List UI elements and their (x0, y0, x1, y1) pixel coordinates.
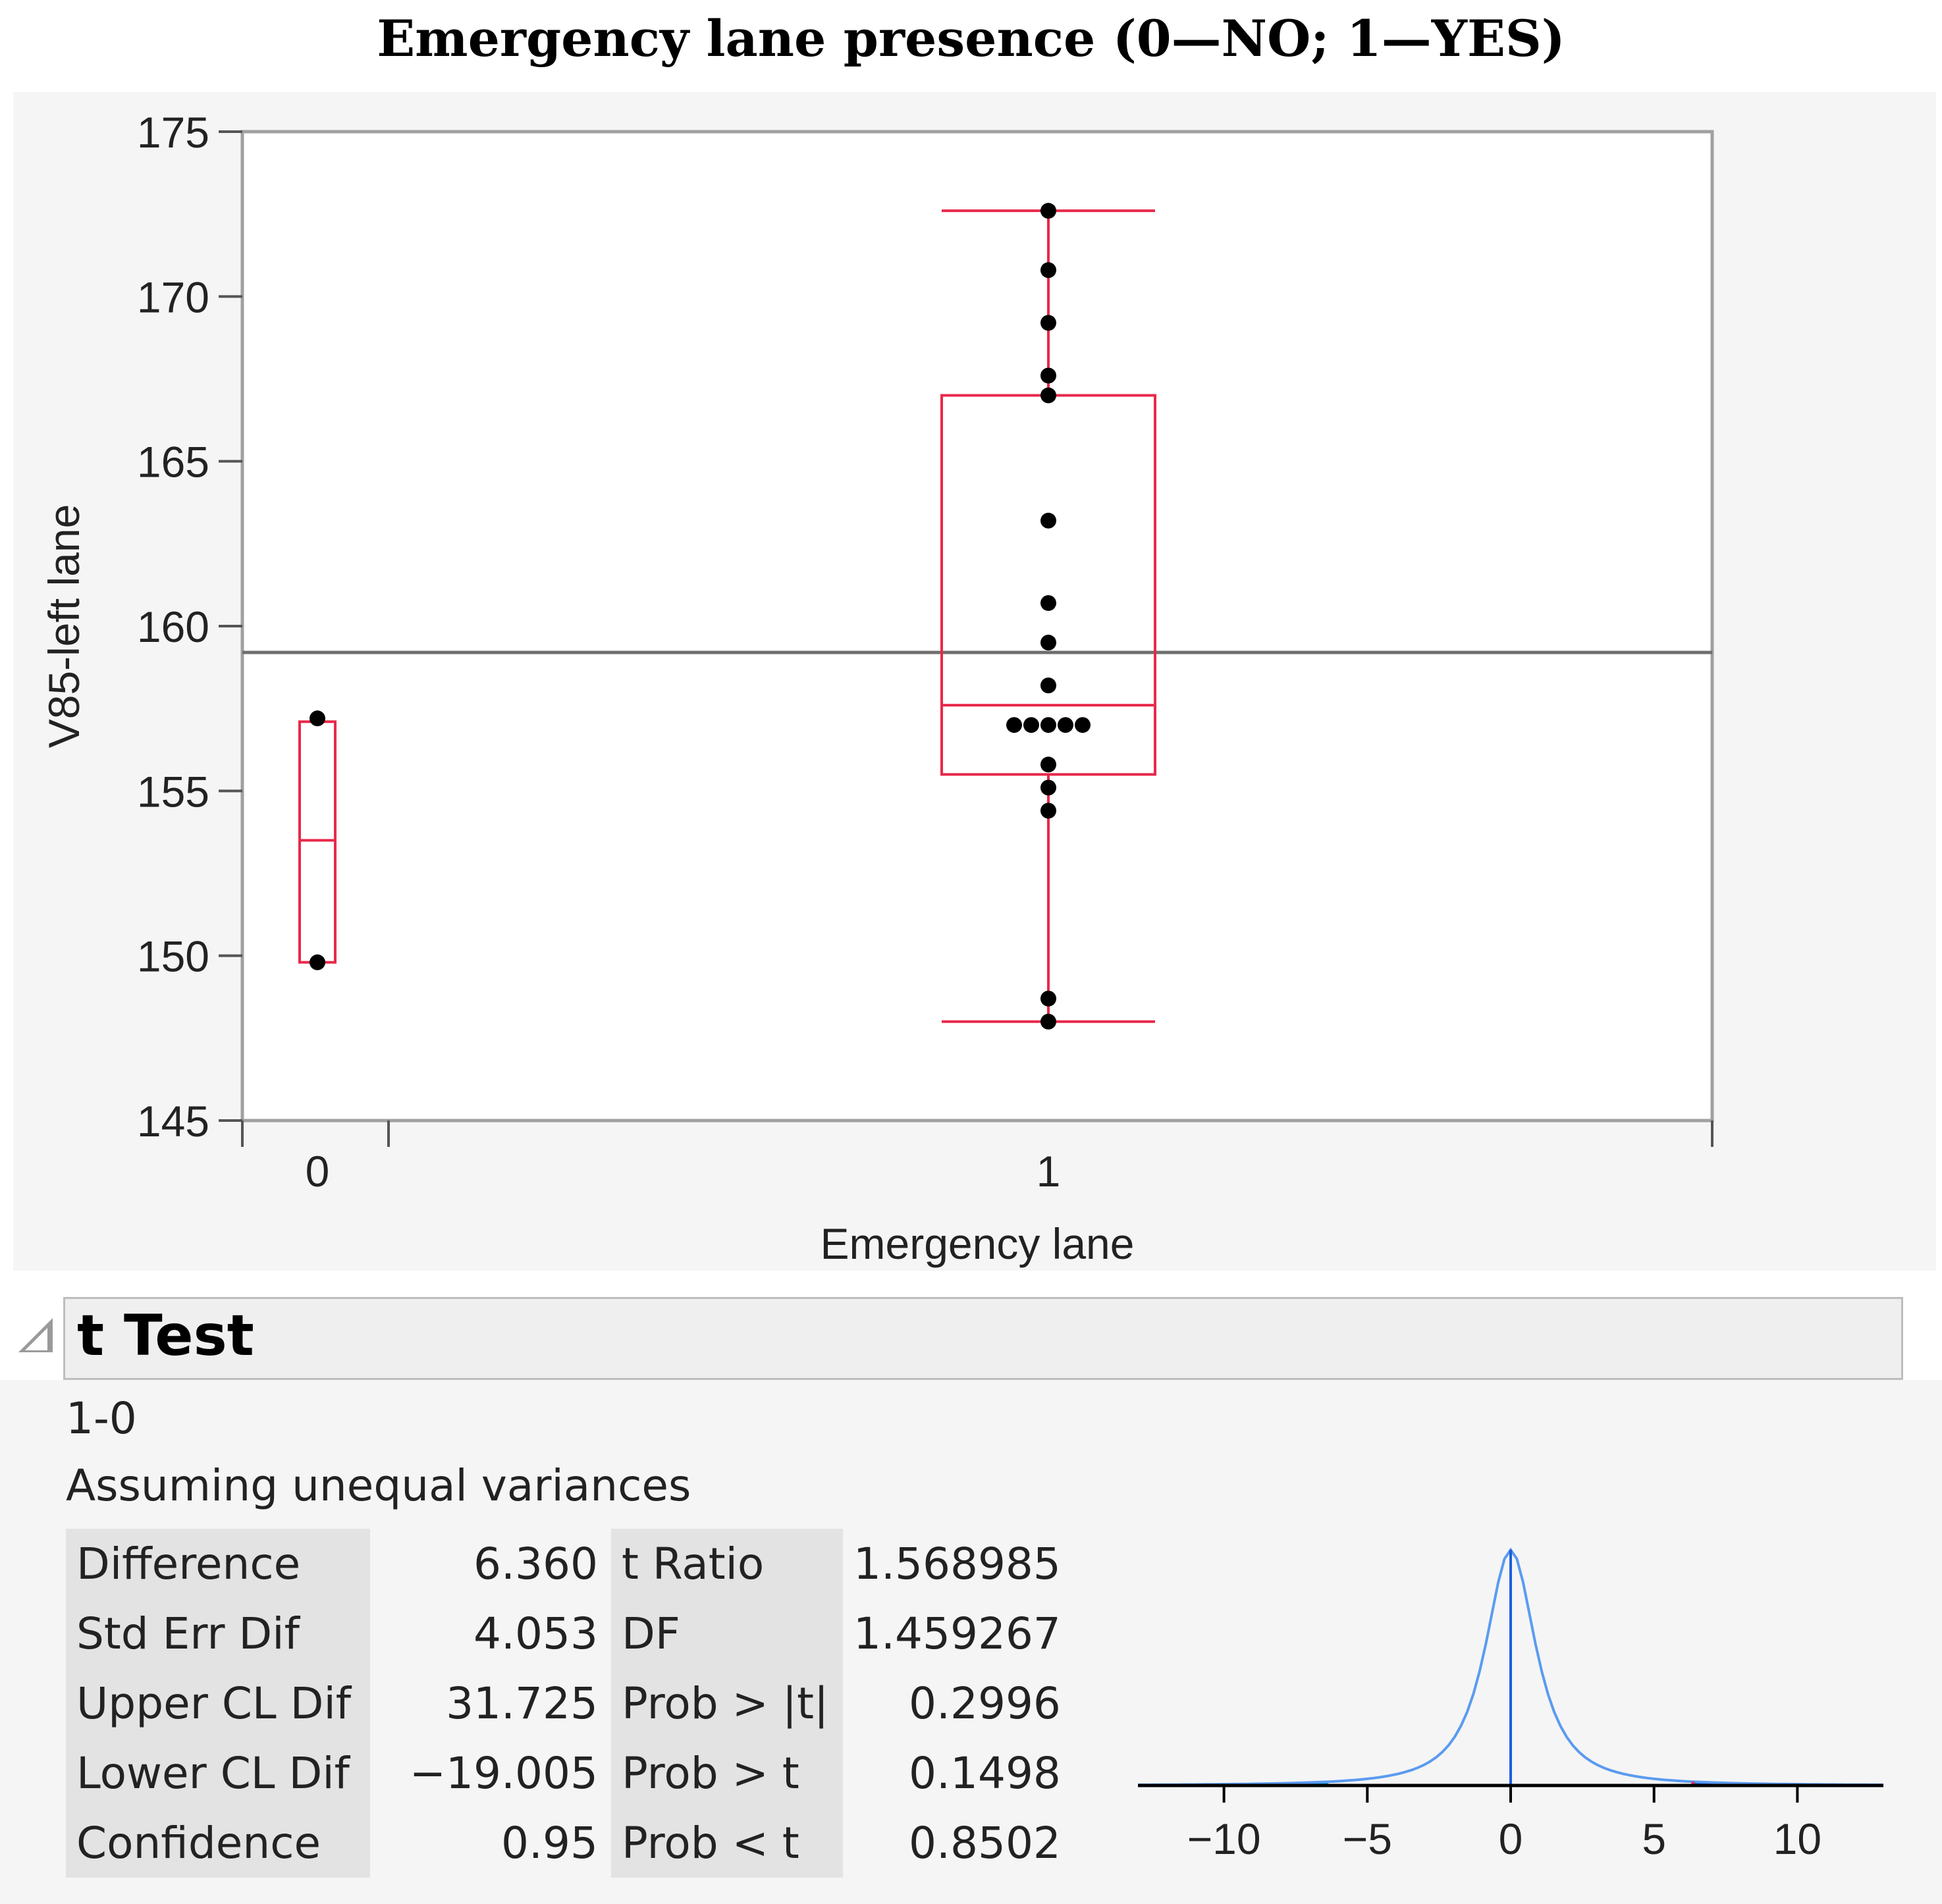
stats-value2: 0.8502 (908, 1817, 1061, 1868)
assumption-label: Assuming unequal variances (66, 1460, 691, 1511)
data-point (1040, 1013, 1056, 1030)
dist-x-tick-label: 0 (1499, 1814, 1523, 1863)
data-point (1040, 780, 1056, 796)
stats-value2: 0.1498 (908, 1747, 1061, 1799)
data-point (1040, 595, 1056, 611)
stats-row: Lower CL Dif −19.005 Prob > t 0.1498 (66, 1738, 1071, 1808)
data-point (1040, 677, 1056, 694)
data-point (1075, 717, 1091, 733)
data-point (1040, 367, 1056, 384)
stats-label2: Prob > t (611, 1738, 843, 1808)
y-tick-label: 175 (137, 108, 209, 157)
box-plot-panel: 145 150 155 160 165 170 175 0 1 Emergency lane V85… (13, 92, 1936, 1271)
box-plot-chart: 145 150 155 160 165 170 175 0 1 Emergency lane V85… (40, 108, 1714, 1268)
y-tick-label: 145 (137, 1097, 209, 1146)
stats-value2: 0.2996 (908, 1678, 1061, 1729)
x-axis-label: Emergency lane (821, 1219, 1135, 1268)
figure-title: Emergency lane presence (0—NO; 1—YES) (377, 9, 1565, 68)
stats-label2: DF (611, 1599, 843, 1668)
data-point (1058, 717, 1073, 733)
stats-label2: Prob > |t| (611, 1668, 843, 1738)
disclosure-triangle-inner-icon (25, 1328, 47, 1350)
stats-row: Difference 6.360 t Ratio 1.568985 (66, 1529, 1071, 1599)
stats-label: Lower CL Dif (66, 1738, 370, 1808)
stats-label: Difference (66, 1529, 370, 1599)
stats-row: Upper CL Dif 31.725 Prob > |t| 0.2996 (66, 1668, 1071, 1738)
data-point (1040, 990, 1056, 1007)
stats-label2: Prob < t (611, 1808, 843, 1878)
stats-value: 6.360 (473, 1538, 598, 1589)
stats-label: Confidence (66, 1808, 370, 1878)
data-point (1023, 717, 1039, 733)
stats-label2: t Ratio (611, 1529, 843, 1599)
data-point (1040, 512, 1056, 529)
t-distribution-chart: −10 −5 0 5 10 (1137, 1547, 1883, 1863)
data-point (1040, 803, 1056, 819)
data-point (1040, 635, 1056, 651)
data-point (1040, 387, 1056, 404)
ttest-stats-table: Difference 6.360 t Ratio 1.568985 Std Err Di… (66, 1529, 1071, 1878)
data-point (310, 710, 325, 727)
data-point (1040, 717, 1056, 733)
dist-x-tick-label: 10 (1773, 1814, 1821, 1863)
dist-x-tick-label: −10 (1187, 1814, 1261, 1863)
stats-value: −19.005 (409, 1747, 598, 1799)
ttest-report: 1-0 Assuming unequal variances Differenc… (0, 1380, 1942, 1904)
y-axis-label: V85-left lane (40, 504, 88, 749)
comparison-label: 1-0 (66, 1393, 137, 1444)
stats-value: 31.725 (446, 1678, 598, 1729)
dist-x-tick-label: 5 (1642, 1814, 1666, 1863)
stats-row: Std Err Dif 4.053 DF 1.459267 (66, 1599, 1071, 1668)
plot-frame (240, 130, 1714, 1123)
data-point (1040, 262, 1056, 278)
stats-row: Confidence 0.95 Prob < t 0.8502 (66, 1808, 1071, 1878)
ttest-title: t Test (77, 1303, 254, 1369)
data-point (1040, 203, 1056, 219)
stats-value: 4.053 (473, 1608, 598, 1659)
data-point (1006, 717, 1022, 733)
x-tick-label: 1 (1037, 1147, 1061, 1196)
y-tick-label: 155 (137, 767, 209, 816)
stats-label: Std Err Dif (66, 1599, 370, 1668)
x-tick-label: 0 (306, 1147, 330, 1196)
ttest-header[interactable]: t Test (63, 1297, 1903, 1380)
dist-x-tick-label: −5 (1343, 1814, 1392, 1863)
stats-value: 0.95 (501, 1817, 598, 1868)
stats-value2: 1.459267 (853, 1608, 1061, 1659)
data-point (1040, 315, 1056, 331)
data-point (1040, 756, 1056, 773)
stats-value2: 1.568985 (853, 1538, 1061, 1589)
data-point (310, 954, 325, 970)
stats-label: Upper CL Dif (66, 1668, 370, 1738)
y-tick-label: 160 (137, 602, 209, 651)
y-tick-label: 170 (137, 273, 209, 321)
y-tick-label: 150 (137, 932, 209, 981)
y-tick-label: 165 (137, 438, 209, 487)
